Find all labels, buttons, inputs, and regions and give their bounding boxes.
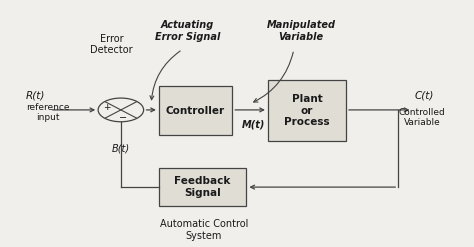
Text: Controller: Controller — [166, 105, 225, 116]
Text: +: + — [103, 103, 110, 112]
Text: Automatic Control
System: Automatic Control System — [160, 219, 248, 241]
Text: M(t): M(t) — [242, 120, 265, 130]
Text: Error
Detector: Error Detector — [90, 34, 133, 55]
Text: Plant
or
Process: Plant or Process — [284, 94, 330, 127]
Text: Actuating
Error Signal: Actuating Error Signal — [155, 20, 220, 42]
FancyBboxPatch shape — [268, 80, 346, 141]
FancyBboxPatch shape — [159, 86, 232, 135]
FancyBboxPatch shape — [159, 168, 246, 206]
Text: −: − — [119, 113, 127, 123]
Text: reference
input: reference input — [26, 103, 70, 122]
Text: B(t): B(t) — [112, 143, 130, 153]
Text: Controlled
Variable: Controlled Variable — [399, 108, 445, 127]
Text: R(t): R(t) — [26, 90, 46, 100]
Text: Manipulated
Variable: Manipulated Variable — [266, 20, 336, 42]
Text: C(t): C(t) — [415, 90, 434, 100]
Text: Feedback
Signal: Feedback Signal — [174, 176, 231, 198]
